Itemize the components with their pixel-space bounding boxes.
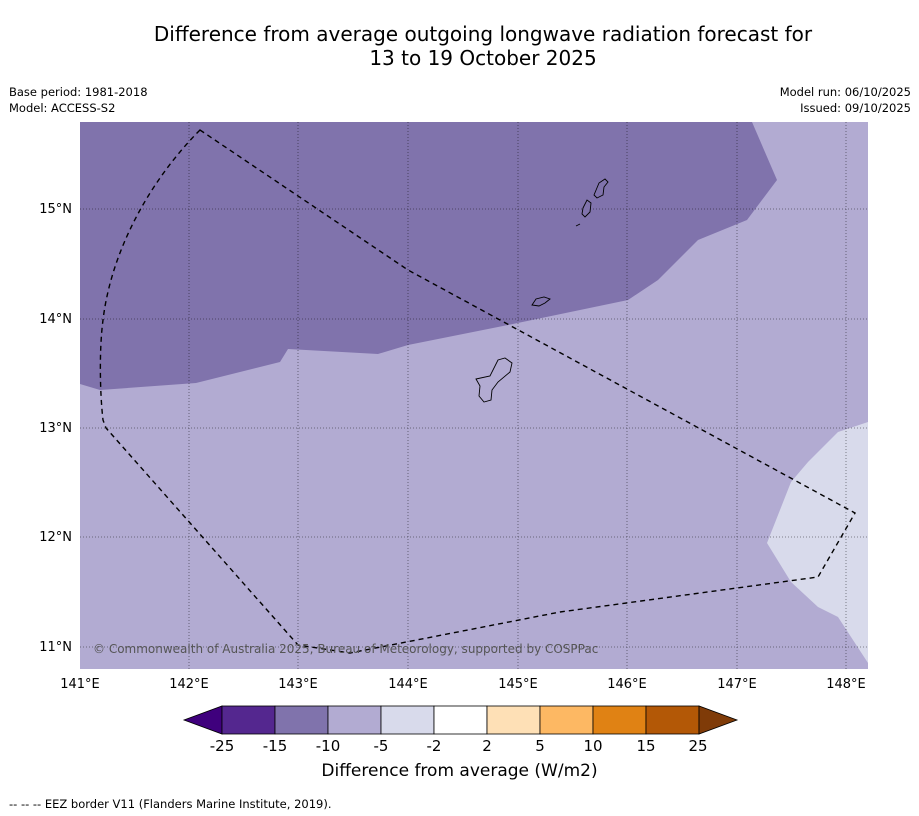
eez-border — [99, 129, 856, 654]
lon-label: 142°E — [169, 677, 209, 692]
colorbar-tick-label: -2 — [426, 737, 442, 755]
graticule — [80, 122, 868, 669]
colorbar-segment — [486, 705, 541, 735]
colorbar-title: Difference from average (W/m2) — [321, 761, 598, 781]
lon-label: 143°E — [278, 677, 318, 692]
rota-island — [531, 296, 551, 307]
lon-label: 145°E — [498, 677, 538, 692]
colorbar-segment — [433, 705, 488, 735]
title-line-2: 13 to 19 October 2025 — [369, 46, 597, 70]
colorbar-extend-min — [182, 705, 223, 735]
colorbar-extend-max — [698, 705, 739, 735]
colorbar-tick-label: 2 — [482, 737, 492, 755]
base-period: Base period: 1981-2018 — [9, 85, 148, 99]
meta-right: Model run: 06/10/2025 Issued: 09/10/2025 — [780, 84, 911, 116]
colorbar-segment — [380, 705, 435, 735]
eez-legend-note: -- -- -- EEZ border V11 (Flanders Marine… — [9, 797, 332, 811]
guam-island — [475, 357, 513, 403]
lat-label: 12°N — [39, 530, 72, 545]
lon-label: 147°E — [717, 677, 757, 692]
colorbar-tick-label: 15 — [636, 737, 656, 755]
anomaly-field-minus-2-to-minus-5 — [767, 422, 868, 663]
colorbar-segment — [539, 705, 594, 735]
chart-title: Difference from average outgoing longwav… — [0, 22, 919, 70]
lon-label: 146°E — [607, 677, 647, 692]
lat-label: 15°N — [39, 202, 72, 217]
aguijan-island — [575, 223, 581, 227]
colorbar-segment — [327, 705, 382, 735]
colorbar-tick-label: -10 — [315, 737, 341, 755]
title-line-1: Difference from average outgoing longwav… — [153, 22, 813, 46]
lat-label: 14°N — [39, 312, 72, 327]
colorbar-tick-label: 25 — [688, 737, 708, 755]
colorbar-segment — [645, 705, 700, 735]
lon-axis: 141°E 142°E 143°E 144°E 145°E 146°E 147°… — [60, 677, 866, 692]
colorbar-tick-label: 10 — [583, 737, 603, 755]
lon-label: 141°E — [60, 677, 100, 692]
islands — [475, 178, 609, 403]
lon-label: 144°E — [388, 677, 428, 692]
colorbar — [182, 705, 739, 735]
issued-date: Issued: 09/10/2025 — [800, 101, 911, 115]
lat-label: 11°N — [39, 640, 72, 655]
meta-left: Base period: 1981-2018 Model: ACCESS-S2 — [9, 84, 148, 116]
colorbar-tick-label: 5 — [535, 737, 545, 755]
tinian-island — [581, 199, 592, 218]
model-run: Model run: 06/10/2025 — [779, 85, 911, 99]
saipan-island — [593, 178, 609, 199]
colorbar-segment — [592, 705, 647, 735]
lon-label: 148°E — [826, 677, 866, 692]
copyright-notice: © Commonwealth of Australia 2025, Bureau… — [93, 642, 599, 656]
colorbar-segment — [274, 705, 329, 735]
colorbar-tick-label: -5 — [373, 737, 389, 755]
colorbar-tick-label: -15 — [262, 737, 288, 755]
map-area — [80, 122, 868, 669]
model-name: Model: ACCESS-S2 — [9, 101, 116, 115]
lat-label: 13°N — [39, 421, 72, 436]
lat-axis: 15°N 14°N 13°N 12°N 11°N — [39, 202, 72, 655]
colorbar-tick-label: -25 — [209, 737, 235, 755]
colorbar-segment — [221, 705, 276, 735]
